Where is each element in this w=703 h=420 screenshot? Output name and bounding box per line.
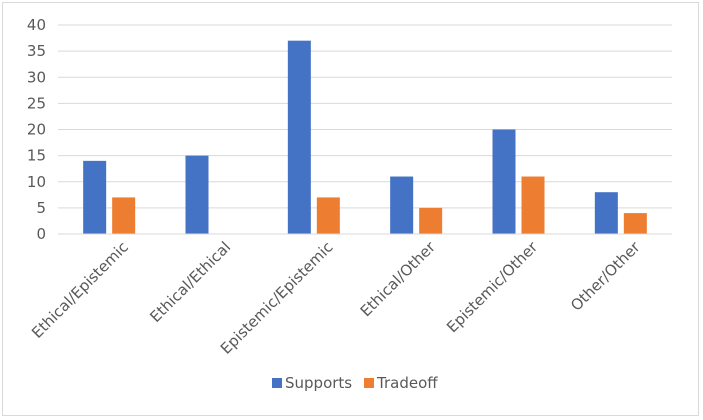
bar-supports-5 xyxy=(594,192,618,234)
x-category-label: Epistemic/Other xyxy=(443,237,542,336)
bar-supports-3 xyxy=(390,176,414,234)
x-category-label: Ethical/Ethical xyxy=(146,238,234,326)
y-tick-label: 25 xyxy=(27,94,46,112)
x-category-label: Ethical/Epistemic xyxy=(28,238,132,342)
legend-label-supports: Supports xyxy=(285,374,352,392)
y-tick-label: 0 xyxy=(36,225,46,243)
legend-label-tradeoff: Tradeoff xyxy=(376,374,438,392)
bar-tradeoff-2 xyxy=(316,197,340,234)
bar-tradeoff-4 xyxy=(521,176,545,234)
bar-supports-2 xyxy=(287,40,311,234)
legend-swatch-tradeoff xyxy=(364,378,374,388)
y-tick-label: 10 xyxy=(27,173,46,191)
x-category-label: Other/Other xyxy=(567,237,644,314)
bar-supports-1 xyxy=(185,155,209,234)
y-axis-ticks: 0 5 10 15 20 25 30 35 40 xyxy=(27,16,46,243)
y-tick-label: 5 xyxy=(36,199,46,217)
bar-tradeoff-0 xyxy=(112,197,136,234)
bar-supports-0 xyxy=(83,160,107,234)
bar-tradeoff-5 xyxy=(623,213,647,234)
x-category-label: Epistemic/Epistemic xyxy=(217,238,337,358)
y-tick-label: 30 xyxy=(27,68,46,86)
bar-supports-4 xyxy=(492,129,516,234)
legend: Supports Tradeoff xyxy=(272,374,438,392)
gridlines xyxy=(58,24,672,209)
bar-tradeoff-3 xyxy=(419,207,443,234)
y-tick-label: 40 xyxy=(27,16,46,34)
bars xyxy=(83,40,647,234)
category-labels: Ethical/Epistemic Ethical/EthicalEpistemi… xyxy=(28,237,644,357)
y-tick-label: 15 xyxy=(27,147,46,165)
x-category-label: Ethical/Other xyxy=(357,237,440,320)
y-tick-label: 20 xyxy=(27,121,46,139)
y-tick-label: 35 xyxy=(27,42,46,60)
legend-swatch-supports xyxy=(272,378,282,388)
